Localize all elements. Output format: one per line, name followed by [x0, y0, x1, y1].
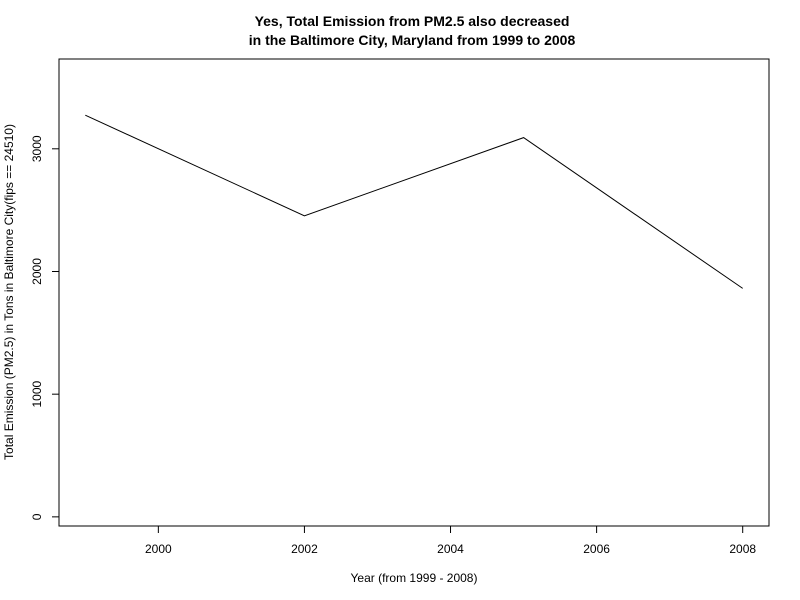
y-tick-label: 0	[30, 513, 44, 520]
x-tick-label: 2008	[729, 542, 756, 556]
x-tick-label: 2000	[145, 542, 172, 556]
y-axis: 0 1000 2000 3000	[30, 135, 59, 520]
chart-title-line-2: in the Baltimore City, Maryland from 199…	[249, 32, 576, 48]
y-tick-label: 3000	[30, 135, 44, 162]
series-line	[85, 114, 743, 289]
x-axis-label: Year (from 1999 - 2008)	[351, 571, 478, 585]
y-axis-label: Total Emission (PM2.5) in Tons in Baltim…	[2, 124, 16, 460]
x-tick-label: 2002	[291, 542, 318, 556]
x-tick-label: 2004	[437, 542, 464, 556]
chart-title-line-1: Yes, Total Emission from PM2.5 also decr…	[255, 13, 570, 29]
plot-area-frame	[58, 58, 770, 527]
series-group	[85, 114, 743, 289]
x-axis: 2000 2002 2004 2006 2008	[145, 526, 756, 556]
y-tick-label: 2000	[30, 258, 44, 285]
y-tick-label: 1000	[30, 381, 44, 408]
x-tick-label: 2006	[583, 542, 610, 556]
